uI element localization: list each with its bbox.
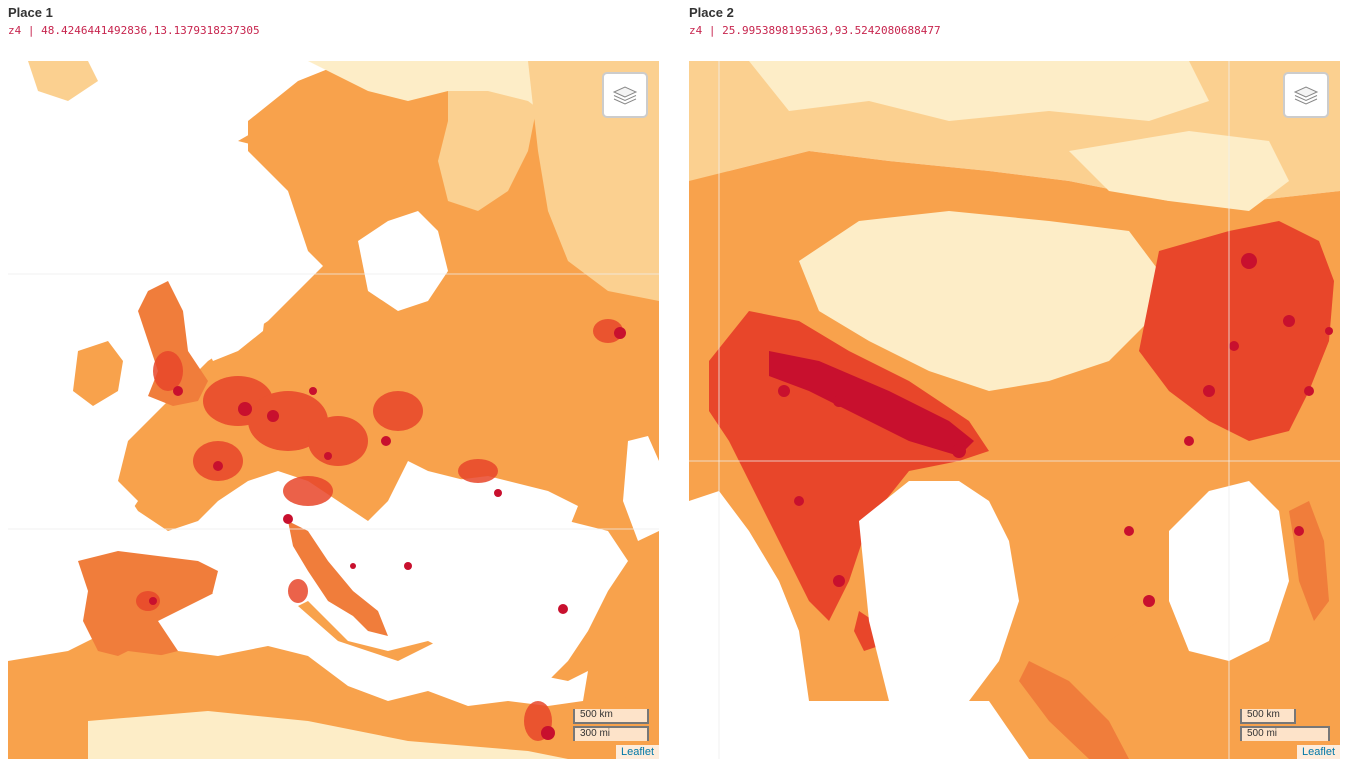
zoom-coordinates: z4 | 25.9953898195363,93.5242080688477 <box>689 24 941 37</box>
land-eurasia <box>8 61 659 759</box>
dense-areas <box>136 319 623 741</box>
north-sea <box>193 271 268 361</box>
population-density-layer[interactable] <box>689 61 1340 759</box>
scale-bar: 500 km 500 mi <box>1240 709 1330 741</box>
sparse-sahara <box>88 711 568 759</box>
place-title: Place 1 <box>8 5 53 20</box>
layers-icon <box>1293 86 1319 105</box>
sparse-tibet <box>799 211 1159 391</box>
land-iceland <box>28 61 98 101</box>
baltic-sea <box>358 211 448 311</box>
map-asia[interactable]: 500 km 500 mi Leaflet <box>689 61 1340 759</box>
bay-of-bengal <box>859 481 1019 721</box>
sparse-mongolia <box>1069 131 1289 211</box>
map-panel-place-2: Place 2 z4 | 25.9953898195363,93.5242080… <box>689 0 1340 759</box>
scale-km: 500 km <box>573 709 649 724</box>
caspian-sea <box>623 436 659 541</box>
layers-icon <box>612 86 638 105</box>
indian-ocean <box>789 701 1029 759</box>
black-sea <box>448 476 578 541</box>
attribution-link[interactable]: Leaflet <box>1296 745 1340 759</box>
sparse-north-east <box>528 61 659 301</box>
land-scandinavia <box>248 61 448 281</box>
land-italy <box>288 521 388 636</box>
scale-km: 500 km <box>1240 709 1296 724</box>
scale-mi: 300 mi <box>573 726 649 741</box>
scale-bar: 500 km 300 mi <box>573 709 649 741</box>
land-indochina <box>1019 441 1189 641</box>
land-ireland <box>73 341 123 406</box>
scale-mi: 500 mi <box>1240 726 1330 741</box>
sparse-siberia <box>749 61 1209 121</box>
layers-control-button[interactable] <box>602 72 648 118</box>
population-density-layer[interactable] <box>8 61 659 759</box>
layers-control-button[interactable] <box>1283 72 1329 118</box>
mediterranean-sea <box>158 591 588 706</box>
core-cities <box>149 327 626 740</box>
place-title: Place 2 <box>689 5 734 20</box>
zoom-coordinates: z4 | 48.4246441492836,13.1379318237305 <box>8 24 260 37</box>
gangetic-plain <box>769 351 974 456</box>
map-panel-place-1: Place 1 z4 | 48.4246441492836,13.1379318… <box>8 0 659 759</box>
land-sumatra <box>1019 661 1129 759</box>
core-cities <box>778 253 1333 607</box>
atlantic <box>8 61 138 581</box>
land-britain <box>138 281 208 406</box>
land-east-china <box>1139 221 1334 441</box>
land-finland <box>438 61 538 211</box>
map-europe[interactable]: 500 km 300 mi Leaflet <box>8 61 659 759</box>
attribution-link[interactable]: Leaflet <box>615 745 659 759</box>
